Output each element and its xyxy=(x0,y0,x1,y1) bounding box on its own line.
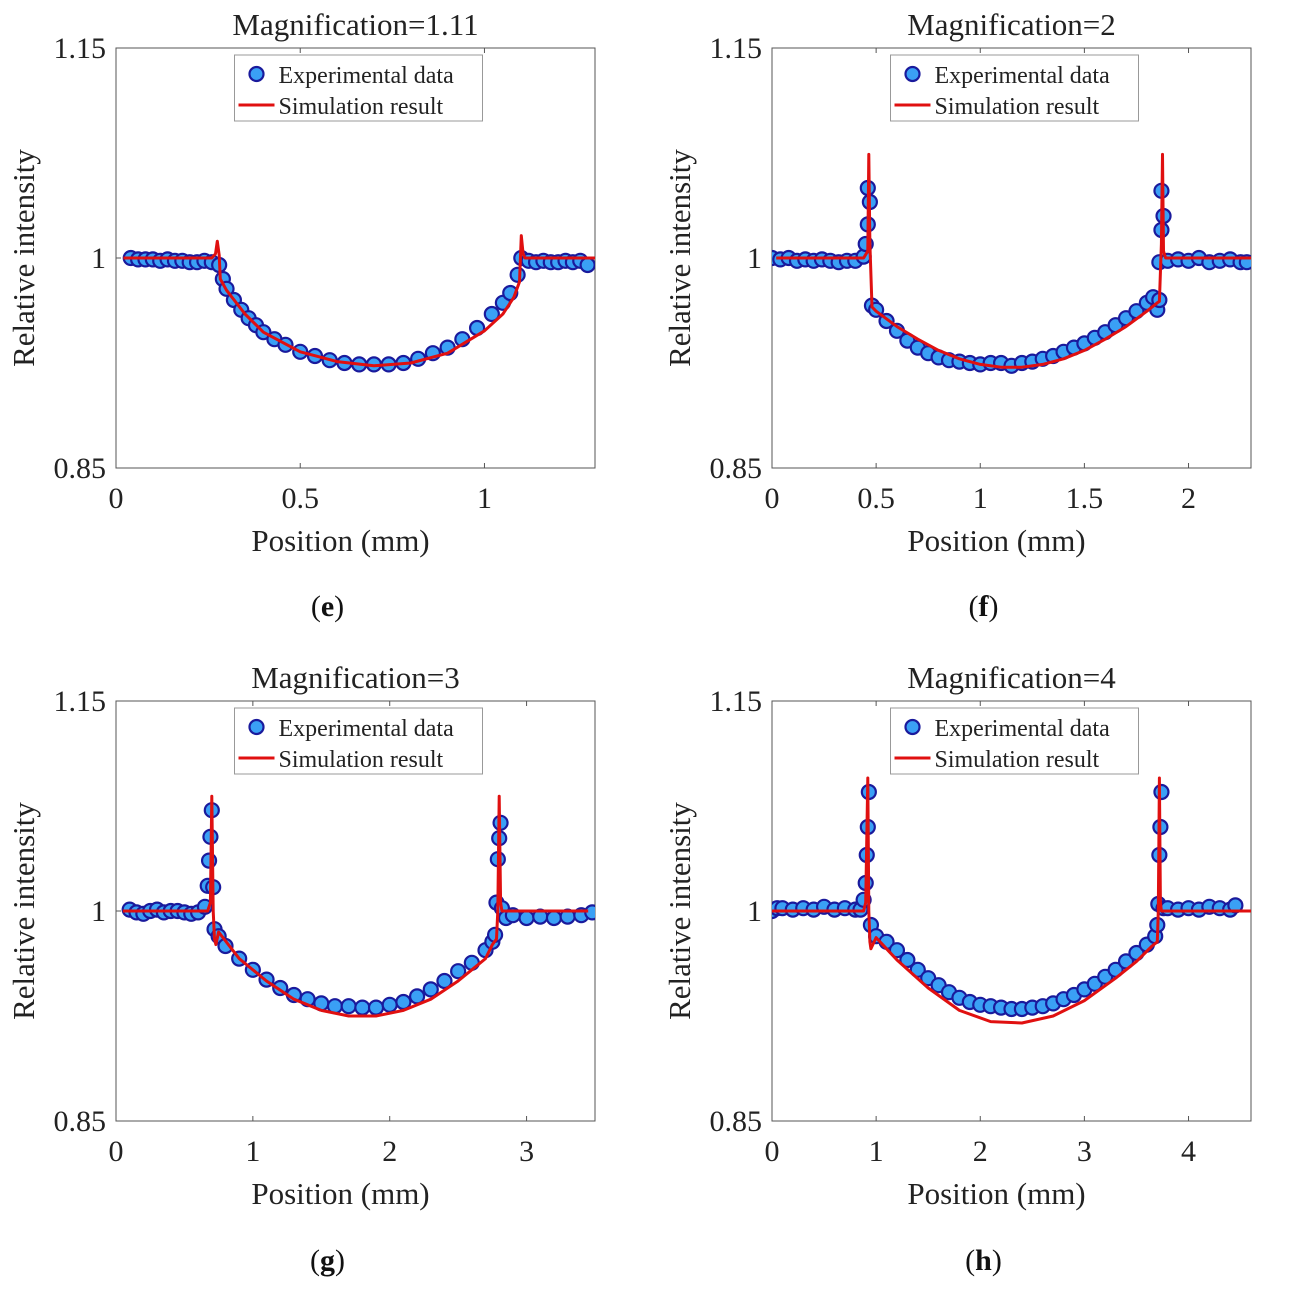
x-tick-label: 0.5 xyxy=(281,482,319,515)
chart-title: Magnification=2 xyxy=(907,7,1116,42)
legend-label-simulation: Simulation result xyxy=(935,94,1100,120)
data-point xyxy=(545,909,563,927)
experimental-series xyxy=(772,179,1251,374)
y-axis-label: Relative intensity xyxy=(662,149,697,367)
data-point xyxy=(899,951,916,969)
x-tick-label: 0 xyxy=(765,482,780,515)
caption-g: (g) xyxy=(310,1244,345,1277)
legend: Experimental data Simulation result xyxy=(234,54,483,122)
panel-g: 0 1 2 3 0.85 1 1.15 Magnification=3 Position (mm… xyxy=(0,649,655,1297)
legend-label-simulation: Simulation result xyxy=(279,747,444,773)
data-point xyxy=(367,999,385,1016)
data-point xyxy=(579,256,595,274)
caption-f: (f) xyxy=(968,590,999,623)
caption-e: (e) xyxy=(310,590,345,623)
simulation-line xyxy=(772,776,1251,1025)
x-tick-label: 0 xyxy=(109,482,124,515)
data-point xyxy=(436,972,453,990)
x-axis-label: Position (mm) xyxy=(251,1176,429,1211)
x-tick-label: 2 xyxy=(973,1135,988,1168)
x-tick-label: 2 xyxy=(382,1135,397,1168)
legend: Experimental data Simulation result xyxy=(234,707,483,775)
legend-marker-experimental xyxy=(904,718,921,736)
data-point xyxy=(450,963,467,980)
chart-e: 0 0.5 1 0.85 1 1.15 Magnification=1.11 Position… xyxy=(6,7,596,558)
x-tick-label: 4 xyxy=(1181,1135,1196,1168)
x-tick-label: 1.5 xyxy=(1066,482,1104,515)
caption-h: (h) xyxy=(965,1244,1002,1277)
x-tick-label: 0 xyxy=(765,1135,780,1168)
y-tick-label: 0.85 xyxy=(54,452,107,485)
x-tick-label: 1 xyxy=(477,482,492,515)
y-tick-label: 0.85 xyxy=(54,1105,107,1138)
data-point xyxy=(354,999,371,1016)
chart-f: 0 0.5 1 1.5 2 0.85 1 1.15 Magnification=2 Positio… xyxy=(662,7,1252,558)
legend-label-experimental: Experimental data xyxy=(279,716,455,742)
y-tick-label: 1 xyxy=(747,895,762,928)
panel-h: 0 1 2 3 4 0.85 1 1.15 Magnification=4 Position (m… xyxy=(656,649,1311,1297)
simulation-line xyxy=(122,794,589,1018)
legend: Experimental data Simulation result xyxy=(890,54,1139,122)
y-tick-label: 1.15 xyxy=(54,32,107,65)
legend-label-simulation: Simulation result xyxy=(935,747,1100,773)
simulation-line xyxy=(776,152,1251,369)
y-tick-label: 1 xyxy=(747,242,762,275)
legend-box xyxy=(234,54,483,122)
chart-h: 0 1 2 3 4 0.85 1 1.15 Magnification=4 Position (m… xyxy=(662,660,1252,1211)
chart-title: Magnification=1.11 xyxy=(232,7,478,42)
x-tick-label: 1 xyxy=(973,482,988,515)
legend-label-experimental: Experimental data xyxy=(279,63,455,89)
legend-marker-experimental xyxy=(248,65,265,83)
simulation-line xyxy=(123,234,595,368)
y-tick-label: 1.15 xyxy=(710,685,763,718)
y-axis-label: Relative intensity xyxy=(662,802,697,1020)
x-tick-label: 0 xyxy=(109,1135,124,1168)
data-point xyxy=(1153,783,1170,801)
y-axis-label: Relative intensity xyxy=(6,802,41,1020)
legend-box xyxy=(890,54,1139,122)
y-tick-label: 0.85 xyxy=(710,452,763,485)
legend-label-simulation: Simulation result xyxy=(279,94,444,120)
chart-title: Magnification=3 xyxy=(251,660,460,695)
data-point xyxy=(518,909,535,927)
x-tick-label: 1 xyxy=(245,1135,260,1168)
data-point xyxy=(381,996,398,1013)
legend-marker-experimental xyxy=(904,65,921,83)
experimental-series xyxy=(122,249,595,373)
data-point xyxy=(888,942,906,959)
panel-f: 0 0.5 1 1.5 2 0.85 1 1.15 Magnification=2 Positio… xyxy=(656,0,1311,648)
y-tick-label: 1 xyxy=(91,895,106,928)
chart-title: Magnification=4 xyxy=(907,660,1116,695)
x-tick-label: 0.5 xyxy=(857,482,895,515)
x-tick-label: 2 xyxy=(1181,482,1196,515)
y-tick-label: 1 xyxy=(91,242,106,275)
legend: Experimental data Simulation result xyxy=(890,707,1139,775)
x-tick-label: 3 xyxy=(519,1135,534,1168)
y-axis-label: Relative intensity xyxy=(6,149,41,367)
y-tick-label: 1.15 xyxy=(710,32,763,65)
data-point xyxy=(422,981,439,998)
legend-marker-experimental xyxy=(248,718,265,736)
data-point xyxy=(340,998,357,1015)
data-point xyxy=(483,305,500,323)
y-tick-label: 0.85 xyxy=(710,1105,763,1138)
legend-box xyxy=(890,707,1139,775)
legend-label-experimental: Experimental data xyxy=(935,716,1111,742)
x-axis-label: Position (mm) xyxy=(907,1176,1085,1211)
chart-g: 0 1 2 3 0.85 1 1.15 Magnification=3 Position (mm… xyxy=(6,660,596,1211)
x-tick-label: 1 xyxy=(869,1135,884,1168)
data-point xyxy=(509,266,526,283)
x-axis-label: Position (mm) xyxy=(251,523,429,558)
y-tick-label: 1.15 xyxy=(54,685,107,718)
panel-e: 0 0.5 1 0.85 1 1.15 Magnification=1.11 Position… xyxy=(0,0,655,648)
x-axis-label: Position (mm) xyxy=(907,523,1085,558)
legend-label-experimental: Experimental data xyxy=(935,63,1111,89)
legend-box xyxy=(234,707,483,775)
x-tick-label: 3 xyxy=(1077,1135,1092,1168)
